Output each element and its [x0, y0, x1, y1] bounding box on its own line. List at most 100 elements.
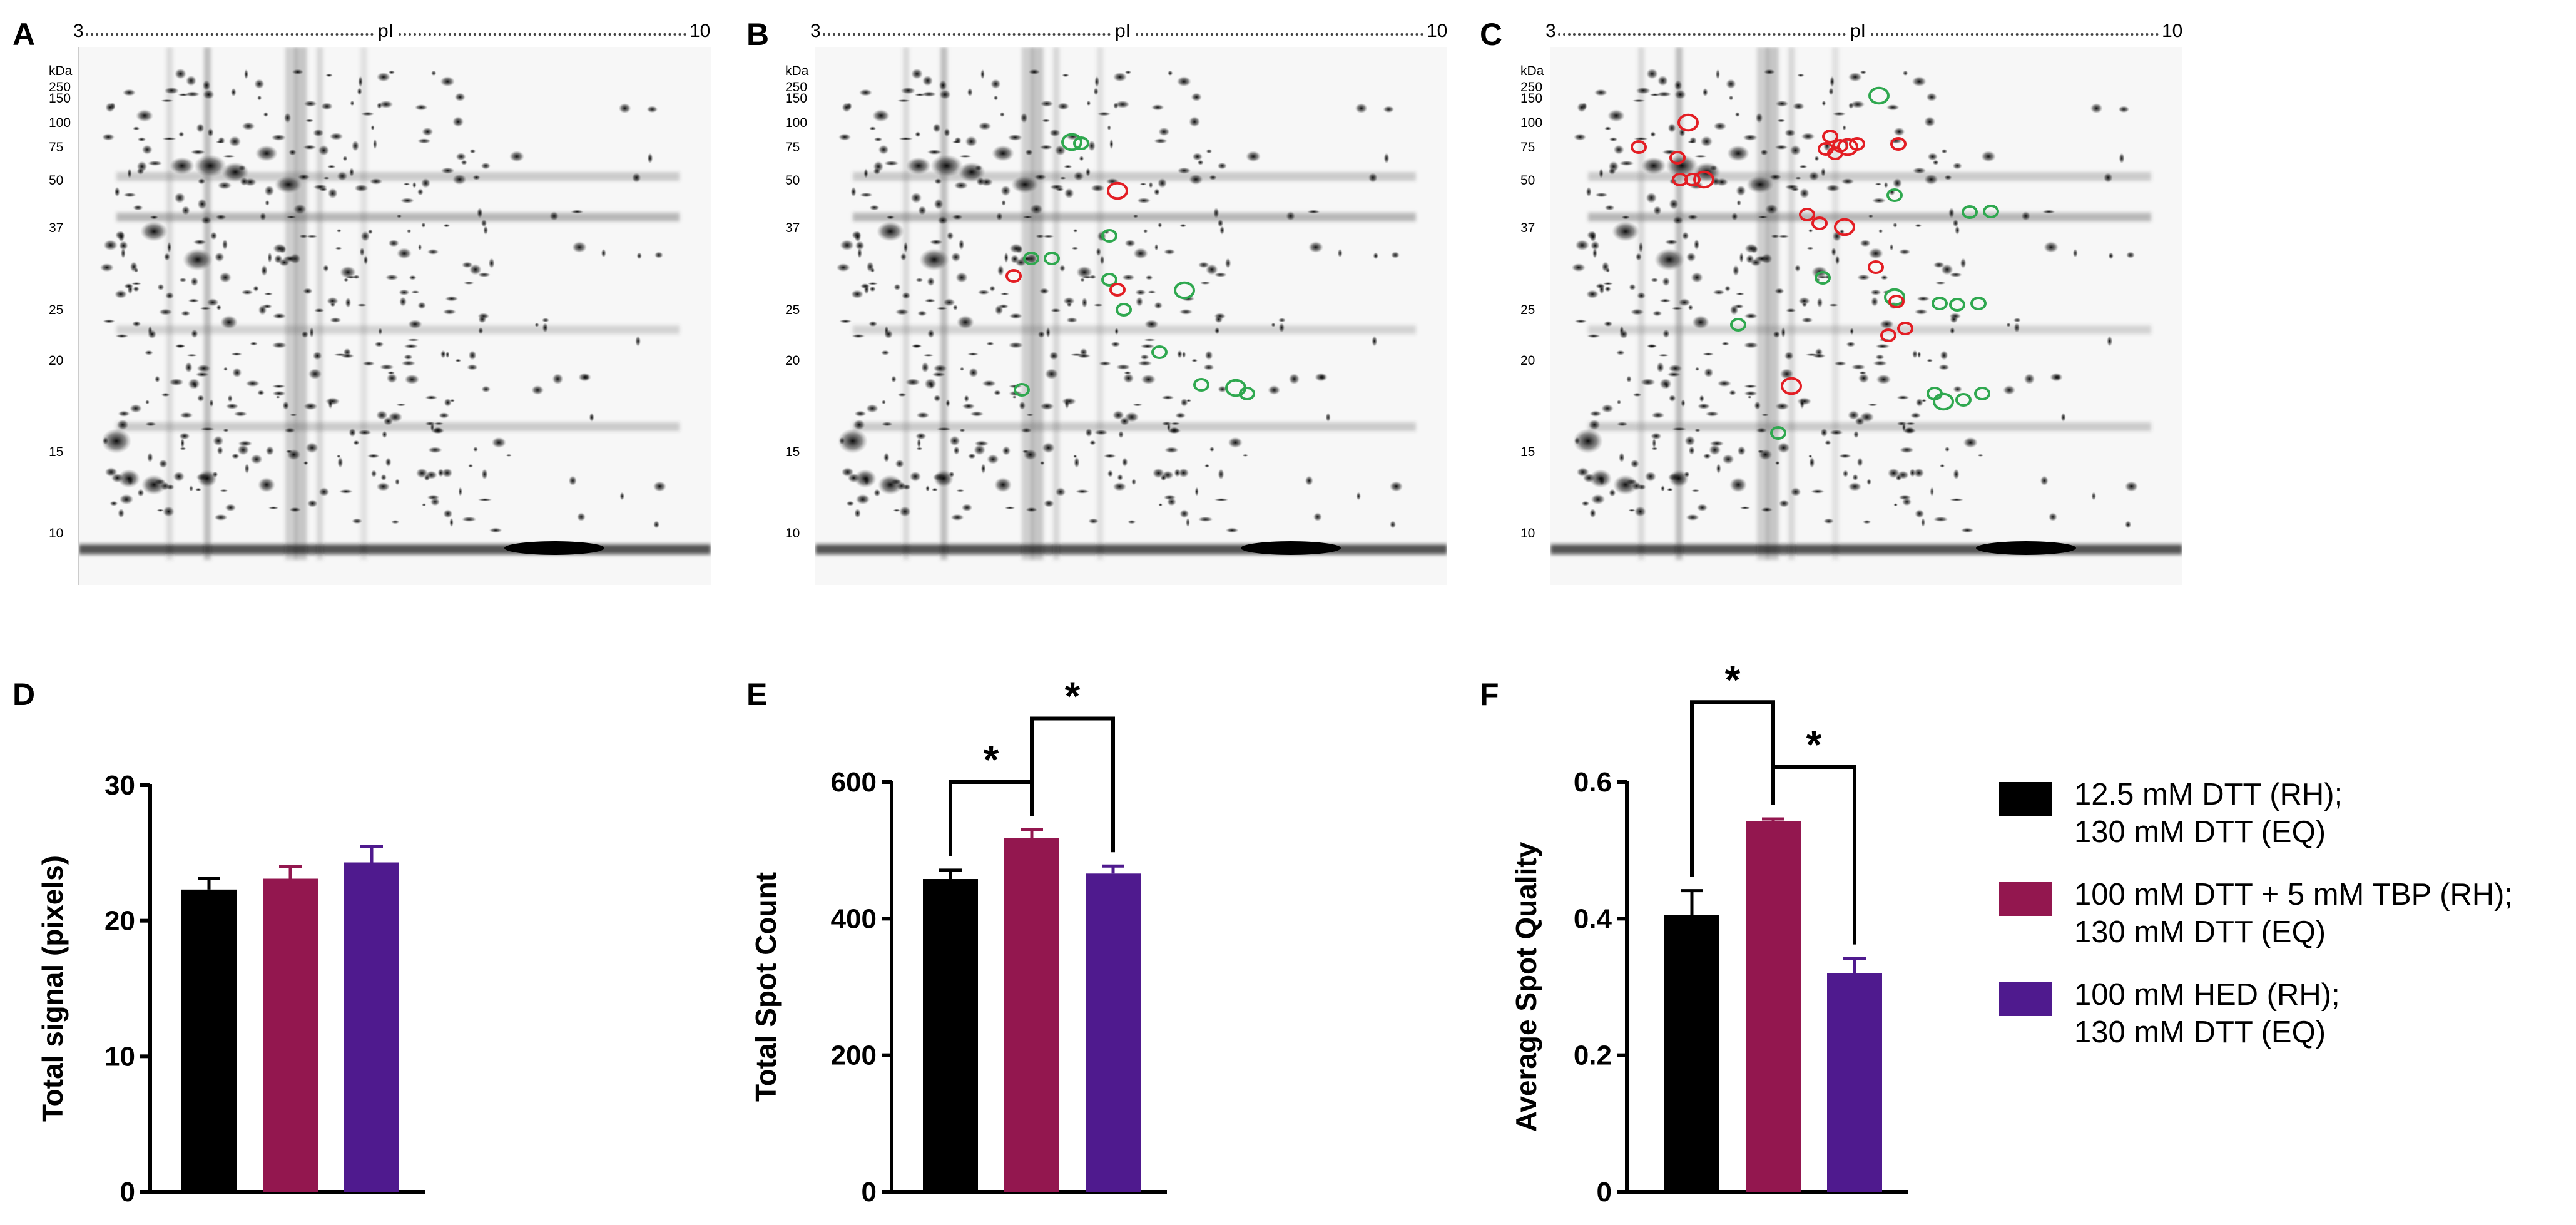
pi-end: 10	[2162, 21, 2183, 41]
mw-marker: 50	[1520, 173, 1535, 188]
gel-background	[815, 47, 1447, 585]
y-axis-label: Average Spot Quality	[1510, 841, 1542, 1132]
red-spot-marker-circle	[1631, 140, 1647, 155]
green-spot-marker-circle	[1193, 377, 1209, 392]
green-spot-marker-circle	[1970, 296, 1987, 311]
panel-letter-c: C	[1480, 17, 1503, 52]
red-spot-marker-circle	[1890, 136, 1907, 151]
green-spot-marker-circle	[1932, 296, 1948, 311]
pi-start: 3	[810, 21, 821, 41]
gel-dye-front	[815, 544, 1447, 554]
panel-letter-d: D	[13, 677, 36, 712]
mw-marker: 75	[785, 140, 800, 155]
pi-end: 10	[1427, 21, 1448, 41]
legend-text: 100 mM DTT + 5 mM TBP (RH); 130 mM DTT (…	[2074, 876, 2513, 951]
mw-marker: 10	[49, 526, 64, 541]
mw-marker: 25	[785, 303, 800, 317]
bar	[344, 862, 399, 1192]
gel-svg-b	[815, 47, 1447, 585]
kda-label: kDa	[49, 64, 73, 78]
significance-bracket	[1690, 700, 1775, 877]
mw-marker: 25	[1520, 303, 1535, 317]
gel-image-c	[1550, 47, 2182, 585]
red-spot-marker-circle	[1880, 328, 1896, 343]
green-spot-marker-circle	[1949, 297, 1965, 312]
legend-text: 12.5 mM DTT (RH); 130 mM DTT (EQ)	[2074, 776, 2343, 851]
y-tick-label: 200	[831, 1040, 877, 1071]
red-spot-marker-circle	[1669, 150, 1686, 165]
green-spot-marker-circle	[1073, 136, 1089, 151]
legend-item: 12.5 mM DTT (RH); 130 mM DTT (EQ)	[1999, 776, 2562, 876]
green-spot-marker-circle	[1933, 392, 1954, 411]
legend: 12.5 mM DTT (RH); 130 mM DTT (EQ) 100 mM…	[1999, 776, 2562, 1076]
mw-marker: 20	[1520, 353, 1535, 368]
significance-star: *	[1725, 657, 1741, 702]
legend-item: 100 mM HED (RH); 130 mM DTT (EQ)	[1999, 976, 2562, 1076]
mw-marker: 100	[1520, 116, 1543, 130]
mw-marker: 100	[785, 116, 808, 130]
mw-marker: 20	[49, 353, 64, 368]
green-spot-marker-circle	[1061, 133, 1082, 151]
legend-text: 100 mM HED (RH); 130 mM DTT (EQ)	[2074, 976, 2340, 1051]
green-spot-marker-circle	[1955, 392, 1972, 407]
kda-label: kDa	[1520, 64, 1544, 78]
legend-swatch	[1999, 782, 2052, 816]
gel-background	[79, 47, 711, 585]
bar	[181, 889, 237, 1192]
chart-d-svg: 0 10 20 30 Total signal (pixels)	[36, 770, 425, 1207]
gel-spots	[99, 68, 667, 533]
legend-line1: 100 mM HED (RH);	[2074, 978, 2340, 1012]
gel-image-a	[78, 47, 711, 585]
gel-dye-front	[1550, 544, 2182, 554]
significance-star: *	[1806, 722, 1822, 767]
green-spot-marker-circle	[1116, 302, 1132, 317]
mw-markers-c: kDa 250 150 100 75 50 37 25 20 15 10	[1520, 0, 1549, 601]
pi-axis-b: 3 pI 10	[810, 22, 1452, 43]
y-tick-label: 10	[104, 1041, 135, 1072]
red-spot-marker-circle	[1781, 377, 1802, 395]
chart-e-svg: 0 200 400 600 Total Spot Count * *	[750, 673, 1167, 1207]
red-spot-marker	[1631, 113, 1913, 395]
pi-end: 10	[690, 21, 711, 41]
mw-marker: 10	[1520, 526, 1535, 541]
bar	[1004, 838, 1059, 1192]
gel-svg-a	[79, 47, 711, 585]
green-spot-marker-circle	[1101, 228, 1117, 243]
pi-axis-c: 3 pI 10	[1545, 22, 2187, 43]
green-spot-marker-circle	[1044, 251, 1060, 266]
legend-swatch	[1999, 982, 2052, 1016]
red-spot-marker-circle	[1834, 218, 1855, 236]
mw-marker: 15	[785, 445, 800, 459]
green-spot-marker-circle	[1101, 272, 1117, 287]
significance-bracket	[1030, 716, 1115, 853]
pi-label: pI	[378, 21, 394, 41]
gel-image-b	[815, 47, 1447, 585]
mw-marker: 150	[49, 91, 71, 106]
bar	[1086, 873, 1141, 1192]
legend-item: 100 mM DTT + 5 mM TBP (RH); 130 mM DTT (…	[1999, 876, 2562, 976]
significance-star: *	[984, 737, 999, 782]
mw-marker: 150	[785, 91, 808, 106]
green-spot-marker-circle	[1868, 86, 1890, 105]
green-spot-marker-circle	[1174, 281, 1195, 300]
chart-e: 0 200 400 600 Total Spot Count * *	[735, 673, 1455, 1222]
mw-marker: 15	[1520, 445, 1535, 459]
panel-letter-e: E	[746, 677, 768, 712]
red-spot-marker-circle	[1827, 146, 1843, 161]
mw-marker: 20	[785, 353, 800, 368]
mw-marker: 75	[1520, 140, 1535, 155]
mw-marker: 75	[49, 140, 64, 155]
green-spot-marker-circle	[1023, 251, 1039, 266]
red-spot-marker-circle	[1677, 113, 1699, 132]
mw-markers-a: kDa 250 150 100 75 50 37 25 20 15 10	[49, 0, 77, 601]
mw-marker: 10	[785, 526, 800, 541]
mw-marker: 37	[1520, 221, 1535, 235]
green-spot-marker-circle	[1730, 317, 1746, 332]
panel-letter-b: B	[746, 17, 770, 52]
red-spot-marker-circle	[1109, 282, 1126, 297]
mw-marker: 50	[785, 173, 800, 188]
y-tick-label: 0.4	[1574, 903, 1612, 934]
green-spot-marker-circle	[1884, 288, 1905, 307]
red-spot-marker-circle	[1005, 268, 1022, 283]
red-spot-marker-circle	[1799, 207, 1815, 222]
